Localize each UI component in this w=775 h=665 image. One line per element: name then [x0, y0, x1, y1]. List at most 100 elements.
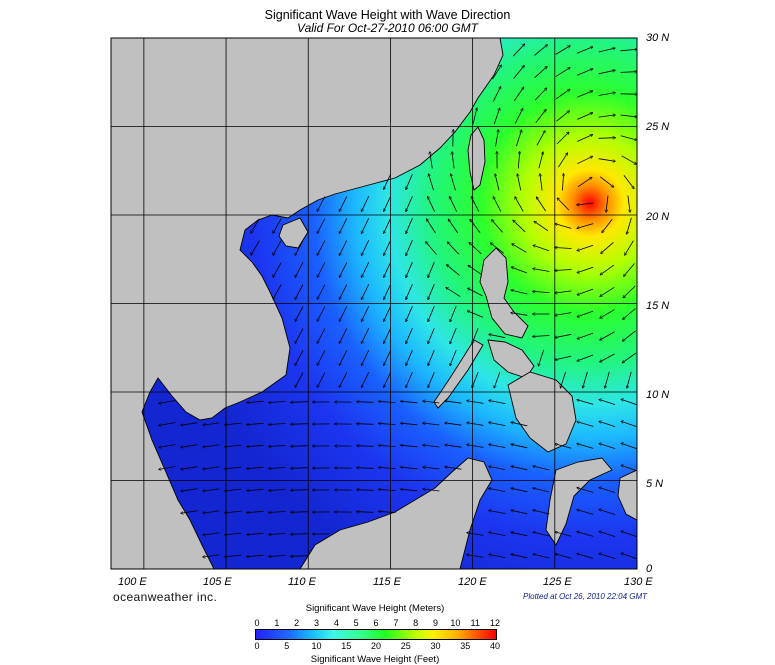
- wave-arrow: [495, 174, 500, 191]
- wave-arrow: [383, 262, 391, 277]
- wave-arrow: [339, 306, 348, 321]
- wave-arrow: [317, 240, 326, 256]
- wave-arrow: [383, 174, 391, 189]
- wave-arrow: [357, 490, 374, 491]
- wave-arrow: [467, 423, 484, 426]
- wave-arrow: [361, 284, 370, 299]
- wave-arrow: [317, 372, 326, 388]
- wave-arrow: [560, 371, 566, 388]
- wave-arrow: [471, 196, 480, 212]
- wave-arrow: [426, 242, 437, 255]
- wave-arrow: [317, 350, 326, 366]
- wave-arrow: [511, 313, 528, 316]
- wave-arrow: [605, 371, 610, 388]
- wave-arrow: [555, 290, 572, 293]
- wave-arrow: [623, 285, 636, 298]
- wave-arrow: [513, 220, 526, 233]
- wave-arrow: [428, 284, 435, 300]
- wave-arrow: [620, 49, 637, 52]
- lat-label-20: 20 N: [646, 211, 670, 223]
- wave-arrow: [361, 306, 370, 321]
- colorbar-feet-tick: 0: [254, 641, 260, 651]
- wave-arrow: [406, 218, 413, 234]
- wave-arrow: [577, 510, 594, 515]
- wave-arrow: [467, 555, 484, 558]
- wave-arrow: [514, 108, 523, 124]
- wave-arrow: [513, 65, 525, 79]
- wave-arrow: [512, 44, 525, 57]
- wave-arrow: [247, 533, 264, 534]
- wave-arrow: [427, 196, 435, 212]
- wave-arrow: [577, 288, 594, 295]
- wave-arrow: [627, 217, 632, 234]
- wave-arrow: [600, 353, 615, 362]
- wave-arrow: [357, 446, 374, 447]
- wave-arrow: [295, 372, 304, 388]
- wave-arrow: [555, 532, 572, 537]
- wave-arrow: [203, 444, 220, 447]
- wave-arrow: [159, 400, 176, 404]
- wave-arrow: [247, 467, 264, 468]
- wave-arrow: [225, 554, 242, 557]
- brand-logo-text: oceanweather inc.: [113, 590, 218, 604]
- wave-arrow: [538, 349, 545, 366]
- lon-label-130: 130 E: [624, 576, 653, 588]
- wave-arrow: [429, 174, 434, 191]
- wave-arrow: [534, 66, 548, 78]
- wave-arrow: [602, 219, 613, 232]
- wave-arrow: [203, 510, 220, 513]
- wave-arrow: [599, 443, 616, 449]
- wave-arrow: [426, 219, 436, 234]
- wave-arrow: [357, 512, 374, 513]
- wave-arrow: [600, 331, 615, 340]
- colorbar-meter-tick: 8: [413, 618, 419, 628]
- wave-arrow: [379, 445, 396, 446]
- wave-arrow: [339, 284, 348, 299]
- wave-arrow: [533, 488, 550, 493]
- wave-arrow: [225, 422, 242, 425]
- wave-arrow: [361, 240, 370, 255]
- wave-arrow: [621, 155, 637, 164]
- wave-arrow: [562, 174, 563, 191]
- wave-arrow: [203, 422, 220, 425]
- wave-arrow: [555, 224, 572, 229]
- wave-arrow: [492, 86, 501, 102]
- wave-arrow: [247, 555, 264, 556]
- wave-arrow: [452, 152, 455, 169]
- wave-arrow: [406, 372, 413, 388]
- colorbar-meter-tick: 12: [489, 618, 501, 628]
- wave-arrow: [577, 266, 594, 273]
- wave-arrow: [339, 240, 348, 255]
- wave-arrow: [379, 423, 396, 424]
- wave-arrow: [536, 197, 547, 212]
- wave-arrow: [339, 372, 348, 387]
- wave-arrow: [317, 306, 326, 322]
- wave-arrow: [598, 48, 616, 53]
- asia-mainland: [111, 38, 504, 569]
- wave-arrow: [489, 444, 506, 448]
- wave-arrow: [291, 534, 308, 535]
- wave-arrow: [379, 489, 396, 490]
- wave-arrow: [512, 244, 527, 253]
- colorbar-title-meters: Significant Wave Height (Meters): [305, 603, 445, 614]
- wave-arrow: [225, 510, 242, 513]
- wave-arrow: [468, 265, 483, 276]
- wave-arrow: [555, 248, 572, 249]
- lat-label-5: 5 N: [646, 478, 664, 490]
- wave-arrow: [534, 45, 547, 56]
- wave-arrow: [577, 91, 593, 98]
- wave-arrow: [247, 423, 264, 424]
- wave-arrow: [446, 287, 461, 297]
- wave-arrow: [533, 532, 550, 537]
- wave-arrow: [555, 312, 572, 316]
- colorbar-feet-tick: 40: [489, 641, 501, 651]
- wave-arrow: [406, 240, 413, 256]
- lat-label-15: 15 N: [646, 300, 670, 312]
- wave-arrow: [383, 240, 391, 255]
- lon-label-120: 120 E: [458, 576, 487, 588]
- wave-arrow: [273, 284, 282, 300]
- wave-arrow: [406, 196, 413, 212]
- wave-arrow: [445, 401, 462, 404]
- wave-arrow: [159, 444, 176, 448]
- wave-arrow: [379, 401, 396, 402]
